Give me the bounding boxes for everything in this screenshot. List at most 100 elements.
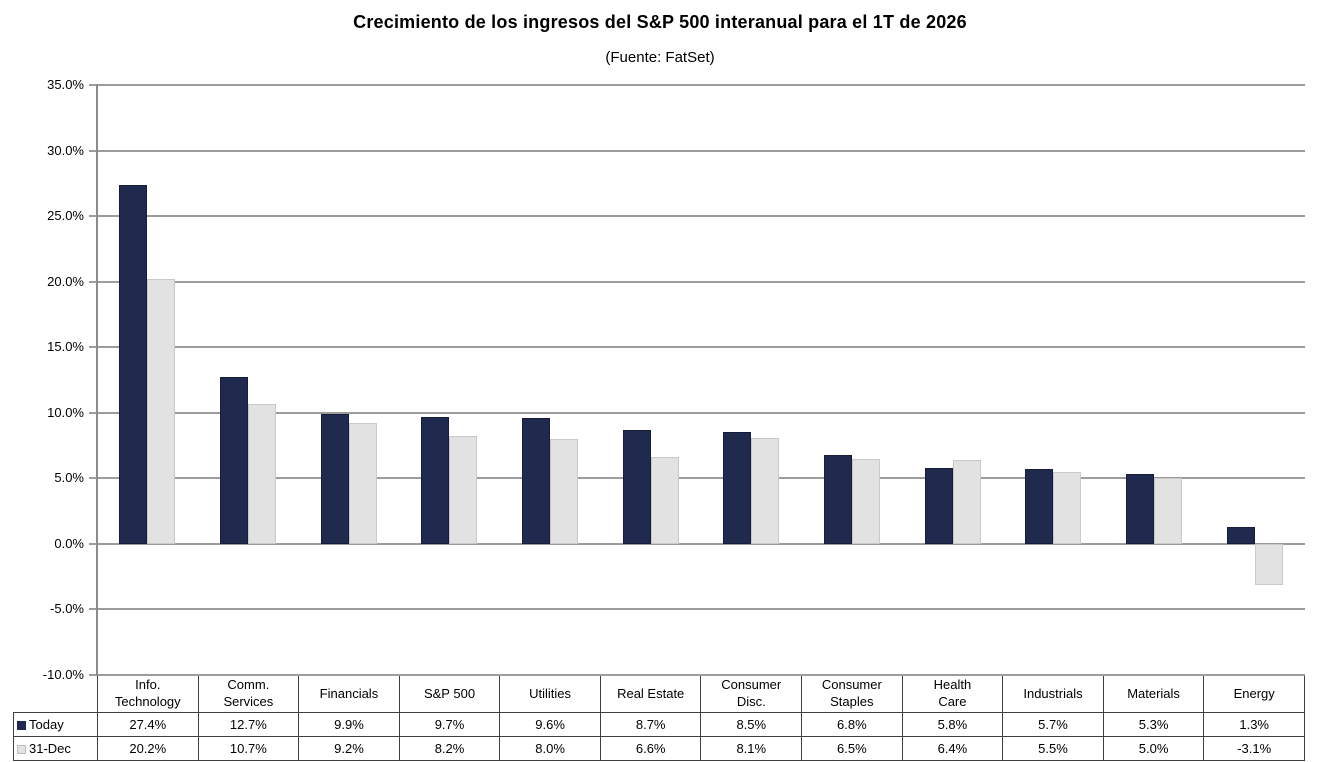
value-cell: 8.0%: [499, 736, 601, 761]
bar-31-dec: [751, 437, 780, 544]
bar-31-dec: [449, 436, 478, 544]
bar-31-dec: [348, 423, 377, 544]
value-cell: 6.6%: [599, 736, 702, 761]
y-axis-label: 10.0%: [47, 404, 84, 420]
value-cell: 5.0%: [1102, 736, 1205, 761]
gridline: [97, 674, 1305, 676]
y-axis-label: 5.0%: [54, 470, 84, 486]
value-cell: 5.8%: [901, 712, 1004, 737]
value-cell: 9.6%: [499, 712, 601, 737]
value-cell: 20.2%: [97, 736, 199, 761]
y-axis-label: 20.0%: [47, 273, 84, 289]
bar-31-dec: [1254, 543, 1283, 585]
value-cell: 9.9%: [298, 712, 400, 737]
column-header: Real Estate: [599, 675, 702, 713]
value-cell: 12.7%: [197, 712, 300, 737]
y-axis-tick: [89, 149, 97, 152]
y-axis-tick: [89, 608, 97, 611]
bar-today: [1025, 469, 1054, 544]
value-cell: 8.7%: [599, 712, 702, 737]
y-axis-label: 15.0%: [47, 339, 84, 355]
y-axis-tick: [89, 215, 97, 218]
column-header: Energy: [1203, 675, 1305, 713]
gridline: [97, 280, 1305, 283]
gridline: [97, 84, 1305, 86]
bar-31-dec: [852, 458, 880, 544]
y-axis-tick: [89, 477, 97, 480]
value-cell: 9.7%: [398, 712, 501, 737]
bar-today: [924, 467, 953, 544]
bar-31-dec: [550, 439, 578, 544]
chart-subtitle: (Fuente: FatSet): [605, 49, 715, 66]
value-cell: 5.5%: [1002, 736, 1104, 761]
column-header: Consumer Disc.: [700, 675, 803, 713]
column-header: Industrials: [1002, 675, 1104, 713]
gridline: [97, 608, 1305, 611]
legend-swatch-today-icon: [17, 721, 26, 730]
bar-31-dec: [1053, 471, 1082, 544]
value-cell: 6.4%: [901, 736, 1004, 761]
bar-today: [119, 184, 148, 544]
legend-label: 31-Dec: [29, 741, 71, 756]
y-axis-label: 30.0%: [47, 142, 84, 158]
value-cell: -3.1%: [1203, 736, 1305, 761]
bar-today: [1226, 526, 1255, 544]
bar-today: [1126, 474, 1154, 544]
y-axis-label: -5.0%: [50, 601, 84, 617]
chart-title: Crecimiento de los ingresos del S&P 500 …: [353, 12, 967, 32]
column-header: Materials: [1102, 675, 1205, 713]
value-cell: 8.1%: [700, 736, 803, 761]
bar-31-dec: [147, 279, 176, 544]
legend-swatch-31-dec-icon: [17, 745, 26, 754]
legend-label: Today: [29, 717, 64, 732]
y-axis-label: 0.0%: [54, 535, 84, 551]
y-axis-tick: [89, 542, 97, 545]
bar-today: [220, 377, 248, 544]
data-table-legend: Info. Technology Comm. Services Financials S&…: [13, 675, 1305, 761]
bar-today: [723, 432, 752, 544]
value-cell: 1.3%: [1203, 712, 1305, 737]
gridline: [97, 346, 1305, 349]
bar-31-dec: [1154, 478, 1182, 544]
column-header: S&P 500: [398, 675, 501, 713]
value-cell: 8.5%: [700, 712, 803, 737]
value-cell: 5.3%: [1102, 712, 1205, 737]
bar-today: [824, 454, 852, 544]
y-axis-label: -10.0%: [42, 667, 84, 682]
y-axis-tick: [89, 346, 97, 349]
gridline: [97, 542, 1305, 545]
y-axis-label: 35.0%: [47, 77, 84, 92]
bar-31-dec: [650, 457, 679, 544]
gridline: [97, 215, 1305, 218]
y-axis-label: 25.0%: [47, 208, 84, 224]
gridline: [97, 477, 1305, 480]
legend-row-label: Today: [13, 712, 98, 737]
bar-31-dec: [952, 459, 981, 544]
column-header: Utilities: [499, 675, 601, 713]
bar-today: [320, 414, 349, 544]
value-cell: 27.4%: [97, 712, 199, 737]
value-cell: 8.2%: [398, 736, 501, 761]
column-header: Financials: [298, 675, 400, 713]
value-cell: 9.2%: [298, 736, 400, 761]
y-axis-tick: [89, 674, 97, 676]
gridline: [97, 411, 1305, 414]
column-header: Comm. Services: [197, 675, 300, 713]
column-header: Info. Technology: [97, 675, 199, 713]
column-header: Health Care: [901, 675, 1004, 713]
legend-row-label: 31-Dec: [13, 736, 98, 761]
bar-31-dec: [248, 403, 276, 544]
y-axis-tick: [89, 280, 97, 283]
bar-today: [522, 418, 550, 544]
gridline: [97, 149, 1305, 152]
bar-today: [421, 416, 450, 544]
value-cell: 6.8%: [801, 712, 903, 737]
bar-today: [622, 429, 651, 544]
y-axis-tick: [89, 411, 97, 414]
value-cell: 6.5%: [801, 736, 903, 761]
y-axis-line: [96, 84, 98, 676]
value-cell: 5.7%: [1002, 712, 1104, 737]
y-axis-tick: [89, 84, 97, 86]
column-header: Consumer Staples: [801, 675, 903, 713]
